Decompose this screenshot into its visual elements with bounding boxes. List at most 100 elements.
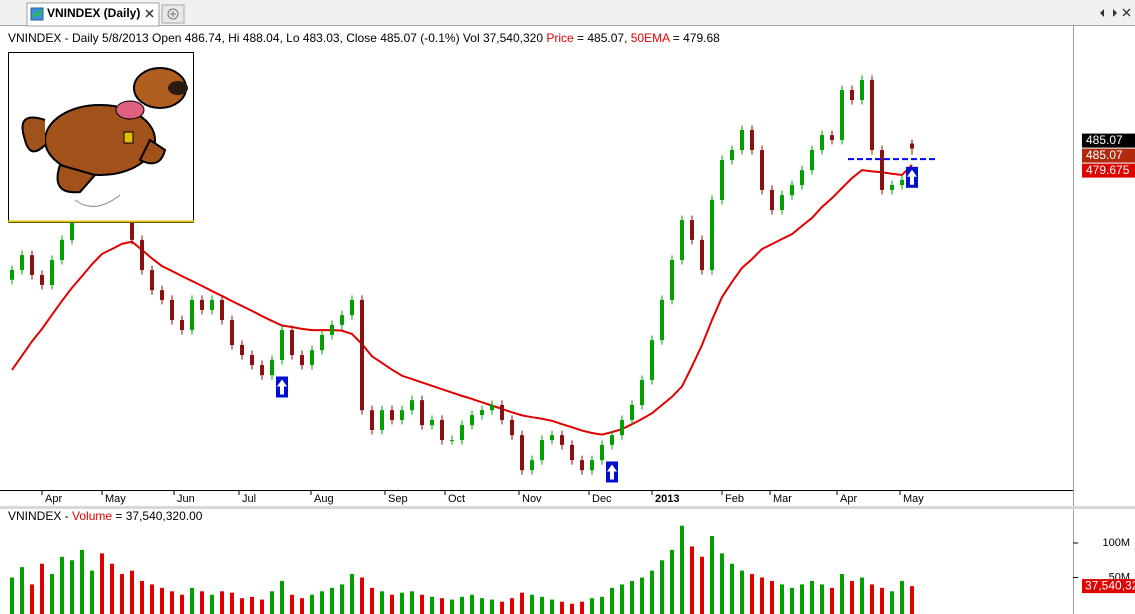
dog-leg bbox=[56, 163, 97, 194]
volume-bar bbox=[220, 591, 224, 614]
tab-close[interactable] bbox=[145, 9, 154, 18]
volume-bar bbox=[150, 584, 154, 614]
candle-body bbox=[210, 299, 214, 310]
x-tick-label: May bbox=[903, 493, 924, 505]
volume-bar bbox=[80, 549, 84, 614]
candle-body bbox=[910, 143, 914, 149]
dog-nose bbox=[168, 81, 188, 95]
candle-body bbox=[790, 185, 794, 196]
volume-bar bbox=[520, 592, 524, 614]
volume-bar bbox=[390, 594, 394, 614]
candle-body bbox=[730, 150, 734, 161]
candle-body bbox=[50, 260, 54, 285]
volume-bar bbox=[470, 594, 474, 614]
candle-body bbox=[520, 435, 524, 471]
candle-body bbox=[260, 365, 264, 376]
volume-bar bbox=[270, 591, 274, 614]
volume-bar bbox=[420, 594, 424, 614]
volume-bar bbox=[440, 598, 444, 614]
header-segment: Price bbox=[546, 31, 574, 45]
candle-body bbox=[410, 400, 414, 411]
volume-bar bbox=[170, 591, 174, 614]
price-header: VNINDEX - Daily 5/8/2013 Open 486.74, Hi… bbox=[8, 31, 720, 45]
candle-body bbox=[340, 315, 344, 325]
volume-bar bbox=[630, 580, 634, 614]
volume-bar bbox=[910, 586, 914, 614]
x-tick-label: Sep bbox=[388, 493, 408, 505]
volume-bar bbox=[450, 599, 454, 614]
volume-bar bbox=[100, 553, 104, 614]
buy-signal-arrow bbox=[277, 379, 287, 395]
volume-bar bbox=[880, 587, 884, 614]
scroll-left[interactable] bbox=[1100, 9, 1104, 17]
candle-body bbox=[150, 270, 154, 291]
header-segment: Volume bbox=[72, 509, 112, 523]
volume-bar bbox=[830, 587, 834, 614]
scroll-right[interactable] bbox=[1113, 9, 1117, 17]
volume-bar bbox=[70, 560, 74, 614]
volume-bar bbox=[850, 580, 854, 614]
candle-body bbox=[60, 239, 64, 260]
x-tick-label: Feb bbox=[725, 493, 744, 505]
volume-bar bbox=[210, 594, 214, 614]
x-tick-label: Nov bbox=[522, 493, 542, 505]
volume-bar bbox=[320, 591, 324, 614]
picture bbox=[8, 52, 194, 223]
volume-bar bbox=[890, 591, 894, 614]
volume-bar bbox=[600, 596, 604, 614]
candle-body bbox=[580, 460, 584, 471]
volume-bar bbox=[30, 584, 34, 614]
new-tab-plus bbox=[170, 11, 176, 17]
new-tab[interactable] bbox=[161, 4, 185, 24]
volume-bar bbox=[340, 584, 344, 614]
volume-bar bbox=[740, 570, 744, 614]
candle-body bbox=[800, 170, 804, 186]
volume-bar bbox=[690, 546, 694, 614]
candle-body bbox=[460, 425, 464, 441]
volume-bar bbox=[810, 580, 814, 614]
x-tick-label: Apr bbox=[45, 493, 62, 505]
volume-bar bbox=[380, 591, 384, 614]
candle-body bbox=[230, 320, 234, 345]
candle-body bbox=[170, 299, 174, 321]
candle-body bbox=[220, 299, 224, 321]
pane-splitter[interactable] bbox=[0, 506, 1135, 509]
x-axis: Apr May Jun Jul Aug Sep Oct Nov Dec 2013 Feb Mar Apr… bbox=[41, 491, 924, 505]
volume-bar bbox=[290, 594, 294, 614]
candle-body bbox=[820, 135, 824, 151]
volume-bar bbox=[640, 577, 644, 614]
volume-bar bbox=[580, 601, 584, 614]
candle-body bbox=[500, 405, 504, 420]
volume-bar bbox=[250, 596, 254, 614]
candle-body bbox=[510, 419, 514, 436]
price-marker bbox=[1082, 133, 1135, 148]
volume-bar bbox=[120, 574, 124, 614]
candle-body bbox=[880, 150, 884, 190]
volume-bar bbox=[730, 563, 734, 614]
volume-bar bbox=[680, 525, 684, 614]
volume-bar bbox=[720, 553, 724, 614]
candle-body bbox=[140, 239, 144, 271]
close-window[interactable] bbox=[1122, 8, 1131, 17]
volume-bar bbox=[280, 580, 284, 614]
volume-bar bbox=[780, 584, 784, 614]
header-segment: = 37,540,320.00 bbox=[112, 509, 203, 523]
dog-tag bbox=[123, 131, 134, 144]
volume-bar bbox=[860, 577, 864, 614]
candle-body bbox=[420, 400, 424, 426]
buy-signal bbox=[276, 376, 288, 398]
volume-bar bbox=[350, 574, 354, 614]
volume-header: VNINDEX - Volume = 37,540,320.00 bbox=[8, 509, 203, 523]
candle-body bbox=[600, 444, 604, 461]
header-segment: VNINDEX - Daily 5/8/2013 Open 486.74, Hi… bbox=[8, 31, 546, 45]
volume-bar bbox=[300, 598, 304, 614]
candle-body bbox=[710, 199, 714, 271]
candle-body bbox=[20, 255, 24, 271]
candle-body bbox=[450, 440, 454, 442]
volume-bar bbox=[230, 592, 234, 614]
tab-title: VNINDEX (Daily) bbox=[47, 6, 140, 20]
volume-marker-label: 37,540,320 bbox=[1085, 578, 1135, 592]
volume-bar bbox=[40, 563, 44, 614]
candle-body bbox=[370, 410, 374, 430]
tab[interactable]: VNINDEX (Daily) bbox=[26, 2, 160, 27]
